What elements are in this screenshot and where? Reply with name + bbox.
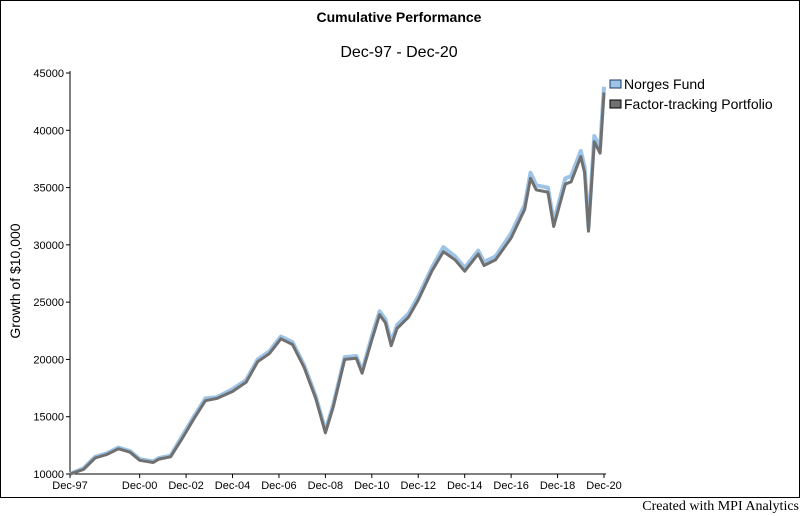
y-tick-label: 45000 [33,68,64,80]
axes: 10000 15000 20000 25000 30000 35000 40000 45000… [33,68,621,492]
x-tick-label: Dec-06 [261,480,296,492]
y-tick-label: 20000 [33,354,64,366]
chart-frame [0,0,800,498]
credit-text: Created with MPI Analytics [642,499,799,514]
legend-label-norges-fund: Norges Fund [624,76,705,92]
x-tick-label: Dec-12 [401,480,436,492]
x-tick-label: Dec-97 [52,480,87,492]
legend-swatch-factor-tracking [609,99,622,109]
legend-swatch-norges-fund [609,79,622,89]
x-tick-label: Dec-00 [122,480,157,492]
x-tick-label: Dec-18 [540,480,575,492]
x-tick-label: Dec-04 [215,480,250,492]
y-tick-label: 15000 [33,412,64,424]
series-line-norges-fund [69,86,606,476]
chart-subtitle: Dec-97 - Dec-20 [340,44,457,61]
y-tick-label: 40000 [33,125,64,137]
y-tick-label: 35000 [33,183,64,195]
plot-area [69,86,606,476]
x-tick-label: Dec-02 [168,480,203,492]
chart-title: Cumulative Performance [317,9,482,25]
y-axis-label: Growth of $10,000 [7,223,23,338]
legend-label-factor-tracking: Factor-tracking Portfolio [624,96,773,112]
chart-canvas: Cumulative Performance Dec-97 - Dec-20 G… [7,9,773,492]
x-tick-label: Dec-08 [308,480,343,492]
x-tick-label: Dec-10 [354,480,389,492]
y-tick-label: 25000 [33,297,64,309]
y-tick-label: 10000 [33,469,64,481]
y-tick-label: 30000 [33,240,64,252]
x-tick-label: Dec-16 [493,480,528,492]
x-tick-label: Dec-20 [586,480,621,492]
x-tick-label: Dec-14 [447,480,482,492]
series-line-factor-tracking [69,92,606,476]
legend: Norges Fund Factor-tracking Portfolio [609,76,773,112]
